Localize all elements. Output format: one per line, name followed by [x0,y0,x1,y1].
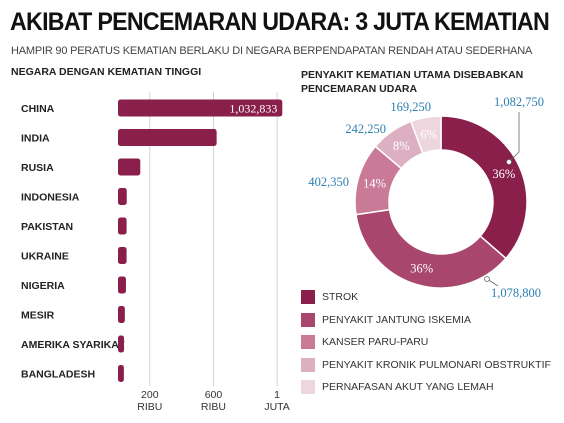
chart-subtitle: HAMPIR 90 PERATUS KEMATIAN BERLAKU DI NE… [11,45,533,57]
slice-value-label-penyakit-kronik-pulmonari-obstruktif: 242,250 [345,122,386,136]
slice-pernafasan-akut-yang-lemah [409,115,442,155]
legend-label: KANSER PARU-PARU [322,336,429,348]
x-tick-label-0: 200 [141,389,159,401]
bar-indonesia [118,188,127,205]
bar-nigeria [118,276,126,294]
slice-percent-label-pernafasan-akut-yang-lemah: 6% [420,128,437,142]
slice-percent-label-penyakit-kronik-pulmonari-obstruktif: 8% [393,139,410,153]
slice-leader-line-strok [508,112,520,163]
category-label-china: CHINA [21,103,55,115]
slice-percent-label-strok: 36% [492,167,515,181]
category-label-amerika-syarikat: AMERIKA SYARIKAT [21,339,125,351]
category-label-nigeria: NIGERIA [21,280,65,292]
bar-india [118,129,217,146]
slice-value-label-pernafasan-akut-yang-lemah: 169,250 [390,100,431,114]
category-label-bangladesh: BANGLADESH [21,369,95,381]
bar-amerika-syarikat [118,335,125,353]
x-tick-label-2: 1 [274,389,280,401]
bar-mesir [118,306,125,323]
slice-leader-dot-strok [506,159,512,165]
bar-china [118,99,283,117]
category-label-mesir: MESIR [21,310,55,322]
slice-percent-label-kanser-paru-paru: 14% [363,177,386,191]
x-tick-unit-1: RIBU [201,401,226,413]
donut-chart: 36% 1,082,750 36% 1,078,800 14% 402,350 8% 242,… [308,95,544,300]
category-label-indonesia: INDONESIA [21,192,80,204]
legend-label: PENYAKIT KRONIK PULMONARI OBSTRUKTIF [322,358,551,371]
legend-swatch [301,335,315,349]
slice-percent-label-penyakit-jantung-iskemia: 36% [410,262,433,276]
bar-pakistan [118,217,127,235]
legend-label: PENYAKIT JANTUNG ISKEMIA [322,313,471,326]
slice-value-label-strok: 1,082,750 [494,95,544,109]
chart-title: AKIBAT PENCEMARAN UDARA: 3 JUTA KEMATIAN [10,8,550,36]
bar-rusia [118,158,141,176]
legend-swatch [301,312,315,327]
bar-bangladesh [118,365,124,382]
category-label-pakistan: PAKISTAN [21,221,73,233]
bar-chart-heading: NEGARA DENGAN KEMATIAN TINGGI [11,66,202,78]
legend-swatch [301,357,315,372]
slice-penyakit-jantung-iskemia [355,208,507,289]
donut-chart-heading: PENYAKIT KEMATIAN UTAMA DISEBABKAN PENCE… [301,69,524,95]
legend-label: PERNAFASAN AKUT YANG LEMAH [322,381,494,393]
category-label-ukraine: UKRAINE [21,251,69,263]
slice-value-label-penyakit-jantung-iskemia: 1,078,800 [491,286,541,300]
category-label-india: INDIA [21,133,50,145]
x-tick-unit-2: JUTA [264,401,289,413]
x-tick-label-1: 600 [205,389,223,401]
bar-value-label-china: 1,032,833 [229,102,277,116]
x-tick-unit-0: RIBU [137,401,162,413]
legend-swatch [301,290,315,304]
bar-ukraine [118,247,127,264]
slice-leader-dot-penyakit-jantung-iskemia [484,276,490,282]
slice-strok [440,115,528,260]
legend-label: STROK [322,291,359,303]
slice-value-label-kanser-paru-paru: 402,350 [308,175,349,189]
legend-swatch [301,380,315,394]
category-label-rusia: RUSIA [21,162,54,174]
